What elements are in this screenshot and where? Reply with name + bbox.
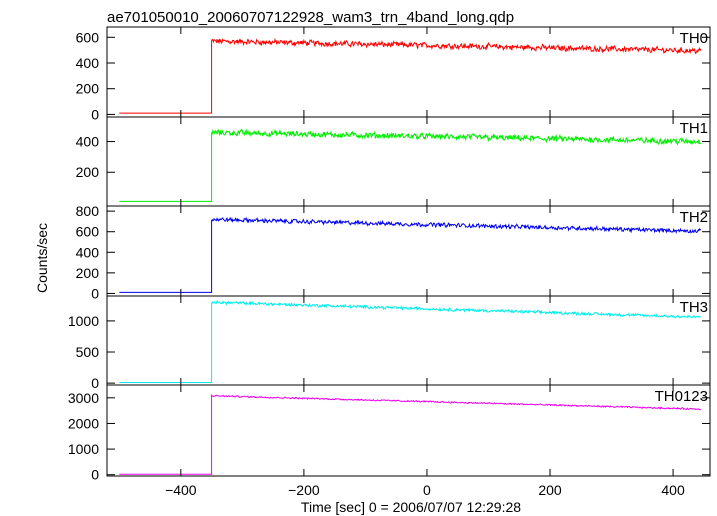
x-tick-label: 0 <box>423 482 431 498</box>
y-tick-label: 800 <box>76 203 100 219</box>
y-tick-label: 200 <box>76 81 100 97</box>
y-tick-label: 400 <box>76 244 100 260</box>
series-label-th0123: TH0123 <box>655 388 708 405</box>
series-label-th1: TH1 <box>680 120 708 137</box>
y-tick-label: 200 <box>76 265 100 281</box>
y-tick-label: 600 <box>76 224 100 240</box>
series-label-th2: TH2 <box>680 209 708 226</box>
x-axis-label: Time [sec] 0 = 2006/07/07 12:29:28 <box>301 499 521 515</box>
y-tick-label: 3000 <box>68 390 99 406</box>
y-tick-label: 1000 <box>68 313 99 329</box>
x-tick-label: −200 <box>288 482 320 498</box>
panel-frame <box>106 205 711 297</box>
series-line-th0123 <box>119 393 702 475</box>
y-tick-label: 200 <box>76 164 100 180</box>
y-tick-label: 500 <box>76 344 100 360</box>
y-tick-label: 1000 <box>68 441 99 457</box>
y-tick-label: 0 <box>91 467 99 483</box>
series-line-th3 <box>119 300 702 383</box>
panel-th1: 200 400 TH1 <box>76 116 711 207</box>
y-tick-label: 0 <box>91 375 99 391</box>
x-tick-label: −400 <box>165 482 197 498</box>
panel-frame <box>106 384 711 477</box>
x-tick-label: 400 <box>661 482 685 498</box>
panel-th2: 0 200 400 600 800 TH2 <box>76 203 711 301</box>
y-axis-label: Counts/sec <box>34 223 50 293</box>
y-tick-label: 400 <box>76 134 100 150</box>
y-tick-label: 400 <box>76 55 100 71</box>
panel-th3: 0 500 1000 TH3 <box>68 295 711 391</box>
chart-panels: 0 200 400 600 TH0 200 400 TH1 0 200 400 600 800 TH2 0 5… <box>68 26 711 498</box>
y-tick-label: 2000 <box>68 415 99 431</box>
x-tick-label: 200 <box>538 482 562 498</box>
chart-title: ae701050010_20060707122928_wam3_trn_4ban… <box>107 9 514 26</box>
series-line-th1 <box>119 128 702 202</box>
panel-th0: 0 200 400 600 TH0 <box>76 26 711 122</box>
series-line-th0 <box>119 37 702 114</box>
series-label-th3: TH3 <box>680 299 708 316</box>
y-tick-label: 600 <box>76 29 100 45</box>
series-label-th0: TH0 <box>680 30 708 47</box>
series-line-th2 <box>119 216 702 293</box>
y-tick-label: 0 <box>91 285 99 301</box>
y-tick-label: 0 <box>91 106 99 122</box>
panel-frame <box>106 116 711 207</box>
panel-th0123: 0 1000 2000 3000 TH0123 <box>68 384 711 483</box>
panel-frame <box>106 26 711 118</box>
